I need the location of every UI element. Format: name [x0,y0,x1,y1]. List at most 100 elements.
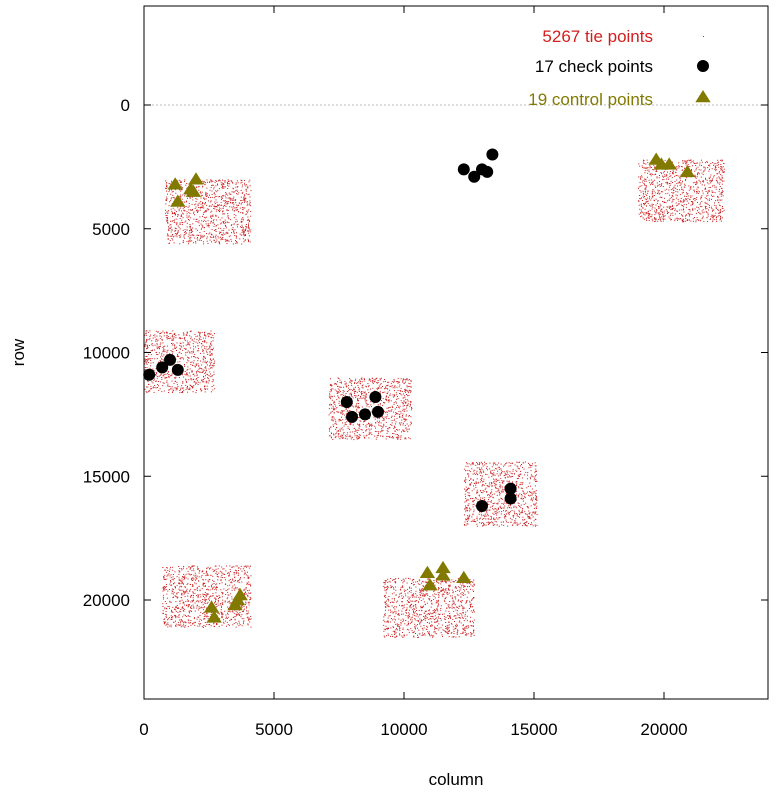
tie-point [466,463,468,465]
tie-point [166,380,168,382]
tie-point [144,344,146,346]
tie-point [410,401,412,403]
tie-point [174,230,176,232]
tie-point [382,398,384,400]
tie-point [163,359,164,361]
tie-point [215,206,217,208]
tie-point [221,566,223,568]
tie-point [638,204,640,206]
tie-point [359,425,361,427]
tie-point [185,344,187,346]
tie-point [204,602,206,604]
tie-point [388,436,390,438]
tie-point [233,232,235,234]
tie-point [219,231,221,233]
tie-point [384,391,386,393]
tie-point [209,333,211,335]
tie-point [342,396,344,398]
tie-point [162,346,164,348]
tie-point [639,185,641,187]
tie-point [401,431,402,433]
tie-point [717,173,719,175]
tie-point [225,225,227,227]
tie-point [377,380,379,381]
tie-point [215,214,217,216]
tie-point [204,389,206,390]
tie-point [328,428,330,430]
tie-point [229,198,231,200]
tie-point [374,435,376,437]
tie-point [183,579,185,581]
tie-point [166,352,168,354]
tie-point [691,161,693,163]
tie-point [221,229,223,231]
tie-point [179,390,181,391]
tie-point [531,492,533,494]
tie-point [191,240,193,242]
tie-point [231,566,233,568]
tie-point [196,380,198,382]
tie-point [374,381,375,383]
tie-point [202,185,204,187]
tie-point [156,340,158,342]
tie-point [638,163,640,165]
tie-point [411,380,412,382]
tie-point [715,219,717,221]
tie-point [375,438,377,440]
tie-point [156,346,158,348]
tie-point [220,222,222,224]
tie-point [182,608,184,610]
tie-point [235,182,237,184]
tie-point [475,486,477,488]
tie-point [532,498,534,500]
tie-point [195,241,197,243]
tie-point [179,619,181,621]
tie-point [497,466,499,468]
tie-point [667,206,669,208]
tie-point [510,462,512,464]
tie-point [534,485,536,487]
tie-point [333,402,334,404]
tie-point [662,220,664,222]
tie-point [250,618,252,620]
tie-point [520,473,521,475]
tie-point [685,177,687,179]
tie-point [360,420,362,422]
tie-point [362,384,364,386]
tie-point [643,218,645,220]
tie-point [642,166,644,168]
tie-point [340,394,342,396]
tie-point [220,223,222,225]
tie-point [202,181,204,183]
tie-point [174,346,176,348]
tie-point [722,180,723,182]
tie-point [197,377,199,378]
tie-point [710,181,712,183]
tie-point [210,197,211,199]
tie-point [702,217,704,219]
tie-point [166,350,168,352]
tie-point [188,241,190,243]
tie-point [199,607,201,609]
tie-point [199,238,201,240]
tie-point [467,473,469,475]
tie-point [205,335,207,337]
tie-point [497,502,499,504]
tie-point [490,501,492,503]
tie-point [400,400,402,402]
tie-point [145,332,147,334]
tie-point [209,346,211,348]
tie-point [353,391,355,393]
tie-point [240,212,242,214]
tie-point [234,589,236,591]
tie-point [180,338,181,340]
tie-point [184,596,186,597]
tie-point [405,391,407,393]
tie-point [203,602,205,604]
tie-point [469,495,470,497]
tie-point [464,493,466,495]
tie-point [663,179,665,181]
tie-point [670,189,672,191]
tie-point [659,185,661,187]
tie-point [215,598,217,600]
